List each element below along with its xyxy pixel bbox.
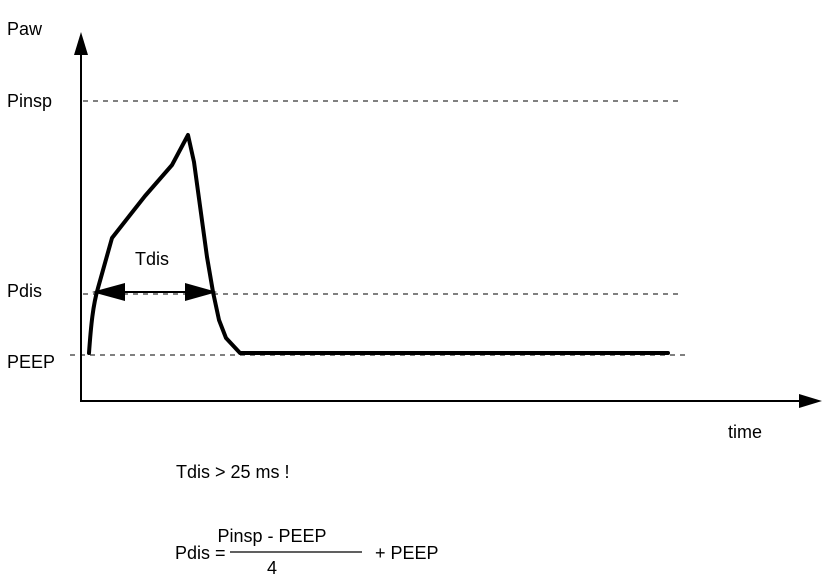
formula-rhs: + PEEP: [375, 543, 439, 563]
pressure-waveform: [87, 133, 670, 355]
pdis-label: Pdis: [7, 281, 42, 301]
y-axis-label: Paw: [7, 19, 43, 39]
formula-denominator: 4: [267, 558, 277, 576]
tdis-label: Tdis: [135, 249, 169, 269]
pinsp-label: Pinsp: [7, 91, 52, 111]
formula-lhs: Pdis =: [175, 543, 226, 563]
tdis-arrowhead-right: [185, 283, 217, 301]
peep-label: PEEP: [7, 352, 55, 372]
formula-numerator: Pinsp - PEEP: [217, 526, 326, 546]
x-axis-arrowhead: [799, 394, 822, 408]
condition-note: Tdis > 25 ms !: [176, 462, 290, 482]
x-axis-label: time: [728, 422, 762, 442]
tdis-arrowhead-left: [92, 283, 125, 301]
y-axis-arrowhead: [74, 32, 88, 55]
